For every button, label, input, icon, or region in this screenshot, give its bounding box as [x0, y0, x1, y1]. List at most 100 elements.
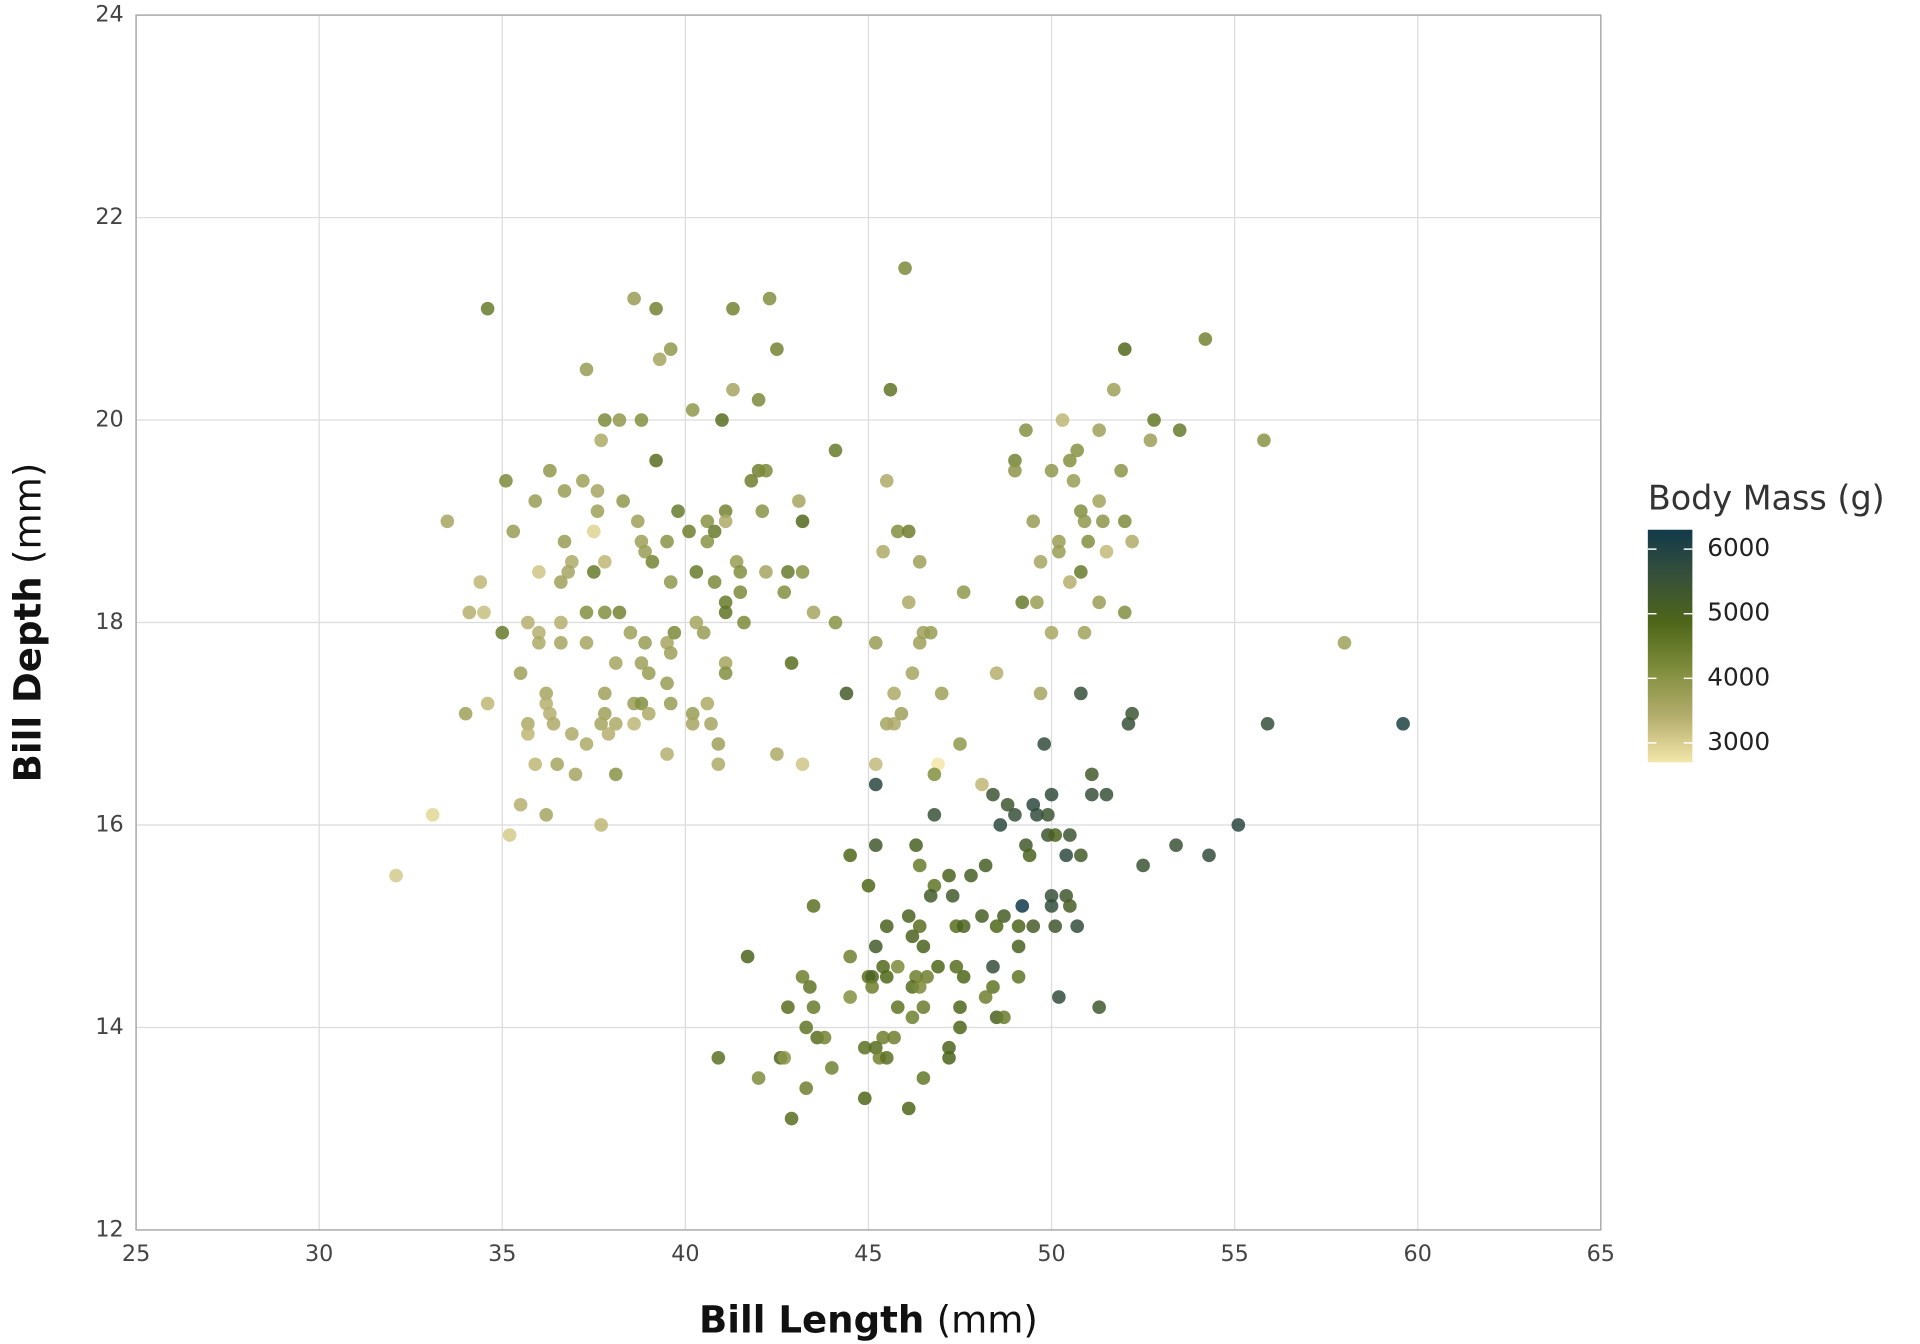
point	[579, 737, 594, 751]
y-tick-label: 16	[95, 811, 123, 837]
point	[1117, 514, 1132, 529]
point	[953, 1020, 967, 1035]
point	[912, 635, 927, 650]
point	[389, 868, 403, 883]
point	[949, 959, 964, 974]
point	[857, 1091, 872, 1106]
point	[744, 473, 759, 488]
point	[539, 686, 554, 701]
point	[825, 1061, 839, 1075]
point	[1114, 463, 1128, 478]
point	[554, 575, 568, 589]
point	[1074, 848, 1088, 863]
x-axis-label: Bill Length (mm)	[699, 1298, 1038, 1341]
point	[1026, 514, 1041, 529]
point	[733, 565, 748, 579]
point	[579, 362, 594, 377]
point	[587, 524, 601, 539]
point	[616, 494, 630, 508]
point	[975, 909, 989, 923]
point	[986, 980, 1000, 994]
point	[1117, 605, 1132, 620]
point	[645, 554, 660, 569]
point	[608, 716, 623, 731]
point	[901, 595, 916, 610]
point	[1099, 787, 1114, 802]
point	[839, 686, 854, 701]
point	[784, 656, 799, 670]
point	[879, 1051, 894, 1065]
point	[696, 625, 711, 640]
point	[1048, 919, 1063, 934]
point	[1106, 382, 1121, 397]
point	[890, 524, 905, 539]
point	[879, 473, 894, 488]
point	[916, 1071, 931, 1085]
point	[1008, 453, 1022, 468]
point	[1044, 787, 1059, 802]
point	[817, 1030, 832, 1045]
point	[513, 666, 528, 680]
point	[718, 656, 733, 670]
point	[513, 797, 528, 812]
point	[1044, 889, 1059, 903]
point	[1092, 494, 1106, 508]
point	[1085, 767, 1099, 782]
point	[1260, 716, 1275, 731]
point	[868, 939, 883, 954]
point	[799, 1020, 814, 1035]
point	[700, 696, 715, 711]
colorbar-tick-label: 3000	[1707, 727, 1770, 756]
point	[579, 635, 594, 650]
point	[711, 1051, 726, 1065]
point	[799, 1081, 814, 1096]
point	[986, 959, 1000, 974]
point	[1231, 818, 1246, 832]
point	[1022, 848, 1037, 863]
point	[879, 919, 894, 934]
point	[905, 666, 920, 680]
point	[806, 899, 821, 913]
point	[506, 524, 521, 539]
point	[425, 808, 440, 822]
point	[652, 352, 667, 367]
point	[1063, 899, 1077, 913]
point	[865, 980, 879, 994]
point	[590, 484, 605, 498]
point	[1147, 413, 1161, 427]
point	[627, 716, 641, 731]
point	[649, 453, 663, 468]
point	[700, 534, 715, 549]
point	[579, 605, 594, 620]
point	[1063, 453, 1077, 468]
point	[978, 990, 993, 1004]
point	[480, 696, 495, 711]
point	[1074, 686, 1088, 701]
x-tick-label: 25	[122, 1241, 150, 1267]
point	[1000, 797, 1015, 812]
y-axis-label-main: Bill Depth	[6, 576, 49, 782]
point	[1015, 595, 1030, 610]
point	[550, 757, 564, 772]
point	[608, 656, 623, 670]
point	[879, 970, 894, 984]
point	[1125, 534, 1139, 549]
y-tick-label: 18	[95, 609, 123, 635]
point	[912, 980, 927, 994]
point	[711, 757, 726, 772]
point	[627, 291, 641, 306]
point	[623, 625, 638, 640]
point	[576, 473, 590, 488]
point	[751, 1071, 766, 1085]
point	[843, 949, 857, 964]
colorbar-tick-label: 4000	[1707, 662, 1770, 691]
point	[1092, 1000, 1106, 1015]
point	[784, 1111, 799, 1126]
point	[989, 666, 1004, 680]
point	[1169, 838, 1183, 853]
point	[587, 565, 601, 579]
x-tick-label: 45	[854, 1241, 882, 1267]
point	[1085, 787, 1099, 802]
point	[660, 534, 674, 549]
point	[689, 615, 704, 630]
